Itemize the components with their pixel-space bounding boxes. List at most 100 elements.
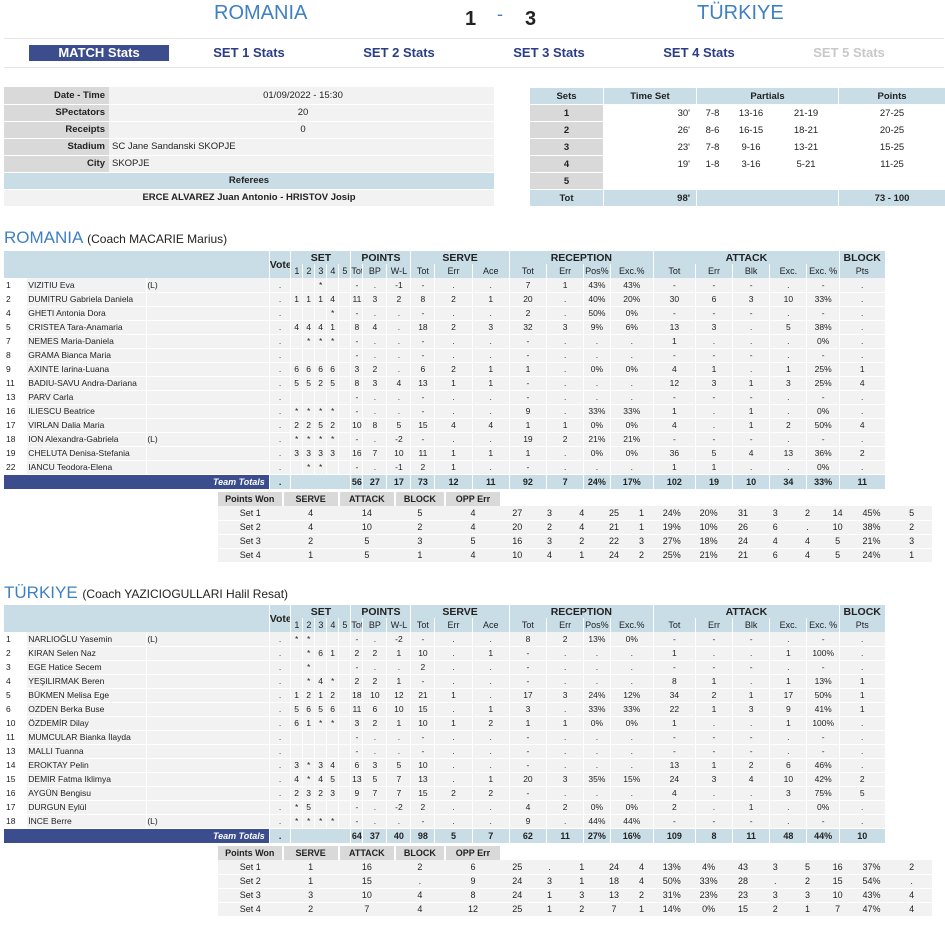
stat-value: 1 (653, 460, 696, 475)
stat-value: - (509, 674, 548, 689)
total-value: 17 (386, 474, 412, 489)
breakdown-value: 2 (791, 506, 824, 521)
stat-value: . (546, 660, 585, 675)
stat-value: . (583, 334, 611, 349)
set-rotation: * (314, 460, 328, 475)
player-vote: . (269, 758, 292, 773)
stat-value: 4 (653, 418, 696, 433)
total-value: 17% (610, 474, 654, 489)
libero-tag: (L) (146, 814, 270, 829)
stat-value: 35% (583, 772, 611, 787)
stat-value: 40% (583, 292, 611, 307)
stat-value: 3 (695, 772, 734, 787)
set-rotation (290, 730, 304, 745)
stat-value: 1 (472, 772, 510, 787)
breakdown-value: 10% (690, 520, 727, 535)
totals-vote: . (269, 828, 292, 843)
stat-value: 2 (386, 292, 412, 307)
set-rotation: 3 (302, 446, 316, 461)
player-name: VIRLAN Dalia Maria (26, 418, 148, 433)
total-value: 40 (386, 828, 412, 843)
tab-set-5-stats[interactable]: SET 5 Stats (813, 45, 885, 60)
stat-value: - (732, 632, 771, 647)
total-value: 48 (769, 828, 808, 843)
column-header: Err (546, 618, 585, 632)
info-value: SKOPJE (109, 155, 494, 173)
tab-set-4-stats[interactable]: SET 4 Stats (663, 45, 735, 60)
player-number: 10 (4, 716, 28, 731)
breakdown-value: 15 (823, 874, 852, 889)
stat-value: . (769, 730, 808, 745)
column-header: 3 (314, 264, 328, 278)
stat-value: - (350, 814, 364, 829)
info-value: SC Jane Sandanski SKOPJE (109, 138, 494, 156)
tab-match-stats[interactable]: MATCH Stats (29, 45, 169, 61)
libero-tag (146, 404, 270, 419)
set-rotation (326, 744, 340, 759)
stat-value: . (472, 432, 510, 447)
breakdown-value: 10 (823, 888, 852, 903)
column-header: Tot (350, 264, 364, 278)
breakdown-header: BLOCK (394, 492, 446, 506)
tab-set-2-stats[interactable]: SET 2 Stats (363, 45, 435, 60)
info-row: Receipts 0 (4, 121, 494, 139)
breakdown-value: 7 (338, 902, 395, 917)
breakdown-value: 18% (690, 534, 727, 549)
stat-value: 12% (610, 688, 654, 703)
stat-value: - (509, 646, 548, 661)
breakdown-value: 25% (652, 548, 691, 563)
breakdown-value: 45% (851, 506, 892, 521)
set-rotation: * (326, 334, 340, 349)
stat-value: . (386, 348, 412, 363)
tab-set-1-stats[interactable]: SET 1 Stats (213, 45, 285, 60)
set-time: 19' (603, 155, 697, 173)
stat-value: 5 (839, 786, 886, 801)
breakdown-value: 43 (726, 860, 760, 875)
stat-value: 4 (434, 418, 473, 433)
breakdown-row: Set 2 4 10 2 4 20 2 4 21 1 19% 10% 26 6. 10 38% 2 (218, 520, 932, 535)
team-totals-label: Team Totals (4, 474, 270, 489)
breakdown-value: 14% (652, 902, 691, 917)
set-rotation (314, 632, 328, 647)
stat-value: . (386, 404, 412, 419)
set-rotation: 2 (314, 786, 328, 801)
column-header: Err (434, 264, 473, 278)
stat-value: 10 (386, 446, 412, 461)
player-name: GHETI Antonia Dora (26, 306, 148, 321)
stat-value: 3 (362, 758, 388, 773)
total-value: 16% (610, 828, 654, 843)
stat-value: 2 (410, 660, 436, 675)
stat-value: . (434, 278, 473, 293)
stat-value: 33% (583, 702, 611, 717)
stat-value: . (386, 320, 412, 335)
set-rotation (338, 758, 352, 773)
stat-value: . (546, 730, 585, 745)
stat-value: 5 (769, 320, 808, 335)
breakdown-header: OPP Err (444, 846, 503, 860)
stat-value: 10 (410, 716, 436, 731)
breakdown-value: 4 (444, 506, 502, 521)
set-points: 27-25 (838, 104, 945, 122)
stat-value: - (695, 660, 734, 675)
stat-value: 1 (769, 716, 808, 731)
stat-value: . (695, 646, 734, 661)
player-name: NEMES Maria-Daniela (26, 334, 148, 349)
breakdown-value: 1 (891, 548, 932, 563)
set-rotation (290, 646, 304, 661)
player-row: 11 BADIU-SAVU Andra-Dariana. 5 5 2 5 8 3 4 13 1 1-.… (4, 376, 932, 391)
player-stats-table: Vote SET POINTS SERVE RECEPTION ATTACK BLOCK 1 2… (4, 605, 932, 843)
stat-value: 1 (509, 716, 548, 731)
breakdown-value: 7 (823, 902, 852, 917)
breakdown-value: 4 (394, 902, 445, 917)
stat-value: . (610, 758, 654, 773)
tab-set-3-stats[interactable]: SET 3 Stats (513, 45, 585, 60)
breakdown-value: . (533, 860, 566, 875)
column-header: 5 (338, 618, 352, 632)
player-name: AXINTE Iarina-Luana (26, 362, 148, 377)
stat-value: . (583, 674, 611, 689)
points-group-header: POINTS (350, 251, 412, 264)
stat-value: - (410, 278, 436, 293)
breakdown-value: 5 (891, 506, 932, 521)
libero-tag (146, 674, 270, 689)
stat-value: . (362, 800, 388, 815)
